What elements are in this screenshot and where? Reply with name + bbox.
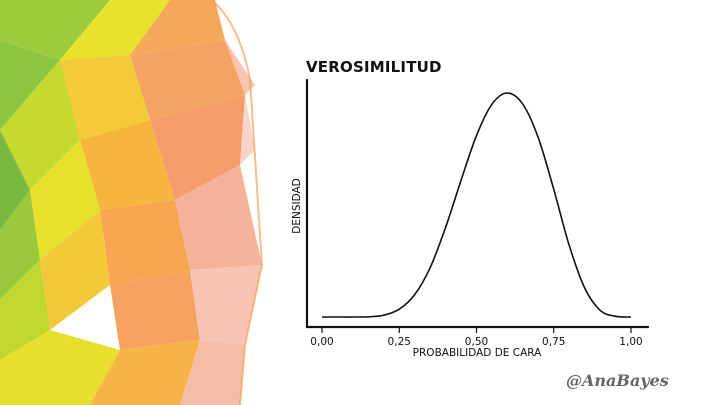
x-tick-label: 0,75 — [542, 336, 565, 348]
decor-edge — [211, 0, 264, 405]
decor-polygon — [0, 190, 40, 300]
x-tick-label: 0,00 — [310, 336, 333, 348]
author-watermark: @AnaBayes — [566, 371, 669, 390]
decor-polygon — [40, 210, 110, 330]
decor-polygon — [0, 330, 120, 405]
decor-polygon — [0, 0, 110, 60]
x-tick-label: 1,00 — [619, 336, 642, 348]
decor-polygon — [0, 40, 60, 130]
likelihood-chart: 0,00 0,25 0,50 0,75 1,00 — [305, 78, 650, 348]
x-tick-label: 0,25 — [388, 336, 411, 348]
decor-polygon — [130, 0, 225, 55]
likelihood-curve — [322, 92, 632, 318]
decor-polygon — [225, 40, 255, 95]
decor-polygon — [100, 200, 190, 285]
decor-polygon — [60, 55, 150, 140]
x-axis-label: PROBABILIDAD DE CARA — [412, 347, 542, 359]
decor-polygon — [180, 340, 245, 405]
decor-polygon — [90, 340, 200, 405]
decor-polygon — [190, 265, 262, 345]
decor-polygon — [0, 60, 80, 190]
decor-polygon — [30, 140, 100, 260]
decorative-polygon-panel — [0, 0, 264, 405]
chart-title: VEROSIMILITUD — [306, 58, 442, 76]
y-axis-label: DENSIDAD — [291, 178, 303, 234]
decor-polygon — [60, 0, 170, 60]
decor-polygon — [110, 270, 200, 350]
decor-polygon — [0, 260, 50, 360]
decor-polygon — [150, 95, 245, 200]
decor-polygon — [80, 120, 175, 210]
decor-polygon — [240, 95, 255, 165]
x-tick-label: 0,50 — [465, 336, 488, 348]
decor-polygon — [0, 130, 30, 230]
decor-polygon — [130, 40, 245, 120]
decor-polygon — [175, 165, 262, 270]
